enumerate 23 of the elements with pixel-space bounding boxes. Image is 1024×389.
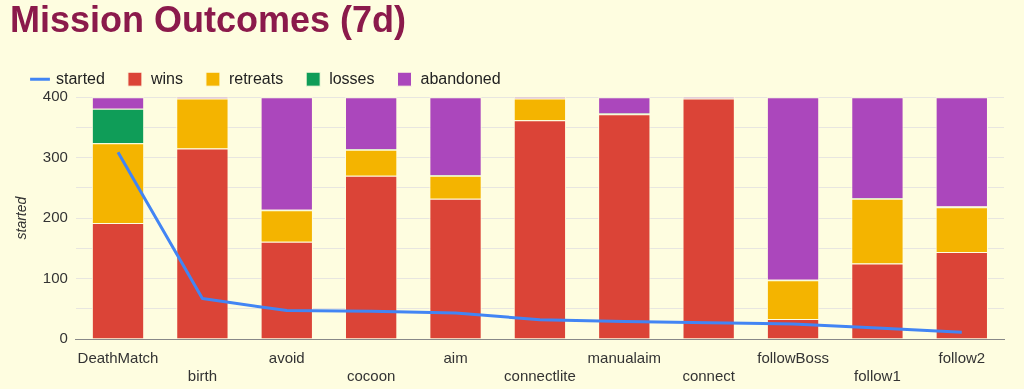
y-tick-label: 0 bbox=[59, 329, 68, 347]
x-tick-label: birth bbox=[187, 367, 217, 385]
legend-label: started bbox=[56, 69, 105, 87]
x-tick-label: followBoss bbox=[757, 349, 829, 367]
y-tick-label: 200 bbox=[42, 208, 68, 226]
x-tick-label: cocoon bbox=[346, 367, 396, 385]
x-tick-label: DeathMatch bbox=[77, 349, 159, 367]
legend-label: abandoned bbox=[420, 69, 501, 87]
x-tick-label: aim bbox=[443, 349, 468, 367]
y-tick-label: 300 bbox=[42, 147, 68, 165]
legend-label: wins bbox=[149, 69, 183, 87]
legend-label: retreats bbox=[228, 69, 284, 87]
x-tick-label: follow2 bbox=[938, 349, 986, 367]
x-tick-label: connect bbox=[682, 367, 736, 385]
x-tick-label: avoid bbox=[268, 349, 305, 367]
y-axis-title: started bbox=[13, 195, 30, 240]
x-tick-label: manualaim bbox=[587, 349, 661, 367]
x-tick-label: connectlite bbox=[504, 367, 576, 385]
y-tick-label: 100 bbox=[42, 268, 68, 286]
y-tick-label: 400 bbox=[42, 87, 68, 105]
legend-label: losses bbox=[329, 69, 375, 87]
x-tick-label: follow1 bbox=[854, 367, 901, 385]
chart-title: Mission Outcomes (7d) bbox=[10, 0, 407, 40]
